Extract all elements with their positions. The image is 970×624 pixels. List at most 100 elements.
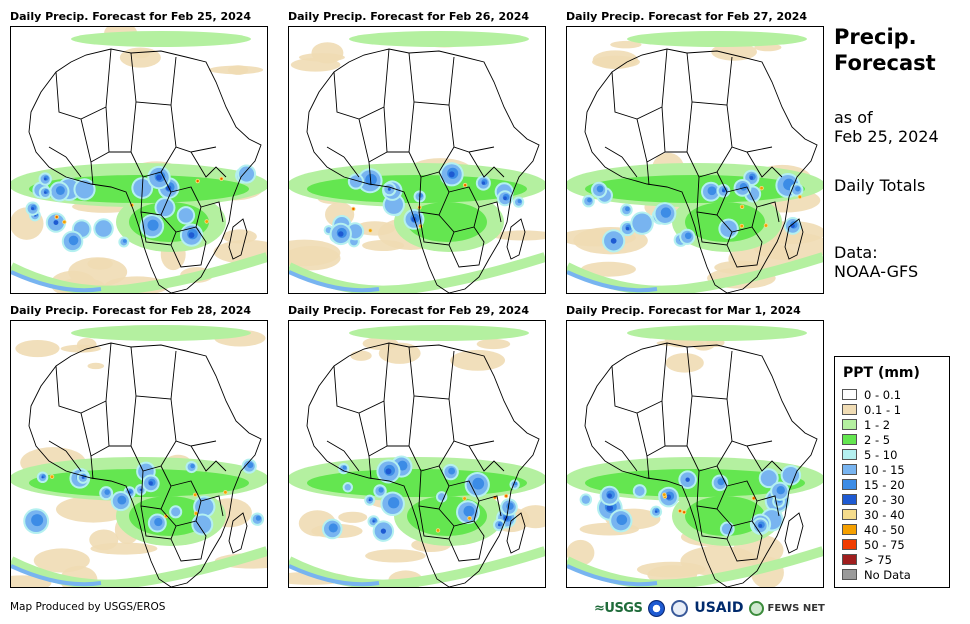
main-title: Precip. Forecast [834,24,936,76]
africa-outline [306,48,540,293]
country-borders [28,342,262,587]
madagascar-outline [506,218,526,260]
legend-label: 0 - 0.1 [864,387,902,402]
as-of-label: as of [834,108,873,127]
panel-title: Daily Precip. Forecast for Feb 29, 2024 [288,304,530,317]
fews-net-logo: FEWS NET [767,602,825,614]
madagascar-outline [228,512,248,554]
legend-swatch [842,569,857,580]
data-source: Data: NOAA-GFS [834,243,918,281]
legend-swatch [842,434,857,445]
rain-belt-layer [289,31,545,293]
africa-map [289,31,545,293]
usaid-logo: USAID [694,600,744,616]
legend-label: 2 - 5 [864,432,891,447]
precip-map [288,26,546,294]
legend-swatch [842,509,857,520]
panel-title: Daily Precip. Forecast for Feb 27, 2024 [566,10,808,23]
legend-swatch [842,404,857,415]
precip-map [10,320,268,588]
legend-item: 5 - 10 [842,447,897,462]
country-borders [306,342,540,587]
legend-label: 40 - 50 [864,522,905,537]
as-of-value: Feb 25, 2024 [834,127,939,146]
legend-swatch [842,389,857,400]
noaa-logo [648,599,666,617]
main-title-line2: Forecast [834,51,936,75]
africa-outline [584,48,818,293]
legend-item: 10 - 15 [842,462,905,477]
legend-swatch [842,539,857,550]
panel-title: Daily Precip. Forecast for Feb 25, 2024 [10,10,252,23]
legend-label: 5 - 10 [864,447,898,462]
africa-map [567,325,823,587]
legend-item: 20 - 30 [842,492,905,507]
light-rain-layer [11,27,267,293]
africa-map [289,325,545,587]
legend-item: No Data [842,567,911,582]
main-title-line1: Precip. [834,25,917,49]
legend-swatch [842,464,857,475]
madagascar-outline [784,218,804,260]
legend-label: 0.1 - 1 [864,402,902,417]
legend-item: 50 - 75 [842,537,905,552]
madagascar-outline [506,512,526,554]
africa-outline [584,342,818,587]
legend-swatch [842,494,857,505]
country-borders [584,48,818,293]
rain-belt-layer [289,325,545,587]
legend-label: 15 - 20 [864,477,905,492]
legend-label: 1 - 2 [864,417,891,432]
country-borders [28,48,262,293]
africa-map [11,325,267,587]
panel-title: Daily Precip. Forecast for Feb 26, 2024 [288,10,530,23]
legend-label: No Data [864,567,911,582]
legend-item: 30 - 40 [842,507,905,522]
legend-label: 50 - 75 [864,537,905,552]
legend-item: 1 - 2 [842,417,890,432]
data-source-label: Data: [834,243,878,262]
credit-text: Map Produced by USGS/EROS [10,601,166,613]
fews-globe-icon [749,600,765,616]
rain-belt-layer [11,31,267,293]
precip-map [566,320,824,588]
legend-swatch [842,479,857,490]
legend-item: 15 - 20 [842,477,905,492]
precip-map [566,26,824,294]
precip-map [288,320,546,588]
legend-label: 30 - 40 [864,507,905,522]
africa-outline [306,342,540,587]
usgs-logo: ≈USGS [594,600,643,616]
panel-title: Daily Precip. Forecast for Mar 1, 2024 [566,304,801,317]
africa-map [567,31,823,293]
legend-item: > 75 [842,552,892,567]
dhs-seal-icon [671,599,689,617]
panel-title: Daily Precip. Forecast for Feb 28, 2024 [10,304,252,317]
legend-swatch [842,449,857,460]
legend-swatch [842,554,857,565]
as-of-date: as of Feb 25, 2024 [834,108,939,146]
data-source-value: NOAA-GFS [834,262,919,281]
legend-item: 40 - 50 [842,522,905,537]
legend-item: 0 - 0.1 [842,387,901,402]
legend-label: 10 - 15 [864,462,905,477]
precip-map [10,26,268,294]
legend-label: > 75 [864,552,892,567]
partner-logos: ≈USGS USAID FEWS NET [594,598,825,618]
legend-label: 20 - 30 [864,492,905,507]
madagascar-outline [228,218,248,260]
africa-map [11,27,267,293]
totals-label: Daily Totals [834,176,926,195]
africa-outline [28,48,262,293]
legend-swatch [842,524,857,535]
country-borders [584,342,818,587]
africa-outline [28,342,262,587]
legend-item: 2 - 5 [842,432,890,447]
legend-swatch [842,419,857,430]
legend-item: 0.1 - 1 [842,402,901,417]
rain-belt-layer [567,31,823,293]
rain-belt-layer [11,325,267,587]
madagascar-outline [784,512,804,554]
legend-title: PPT (mm) [843,365,920,381]
